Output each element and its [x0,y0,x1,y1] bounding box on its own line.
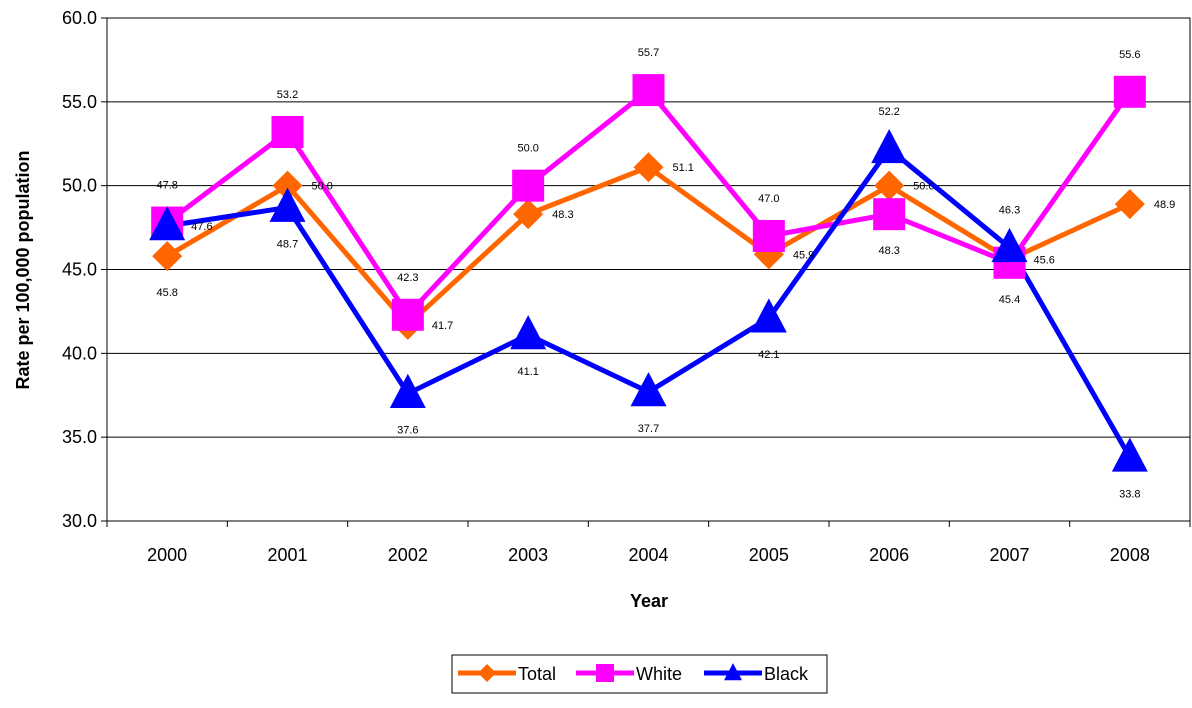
data-label-total: 48.9 [1154,199,1175,211]
data-label-total: 50.0 [913,181,934,193]
x-tick-label: 2007 [989,545,1029,565]
y-tick-label: 55.0 [62,92,97,112]
y-tick-label: 45.0 [62,260,97,280]
data-label-total: 51.1 [673,162,694,174]
data-label-total: 45.9 [793,249,814,261]
x-tick-label: 2000 [147,545,187,565]
legend-items: Total White Black [458,663,809,684]
legend-label-total: Total [518,664,556,684]
data-label-total: 48.3 [552,209,573,221]
data-label-black: 46.3 [999,205,1020,217]
x-tick-label: 2001 [267,545,307,565]
data-label-black: 48.7 [277,238,298,250]
legend-marker-white [596,664,614,682]
marker-total-2001 [272,170,303,201]
marker-black-2002 [389,373,426,408]
marker-black-2007 [991,227,1028,263]
x-axis-ticks: 2000 2001 2002 2003 2004 2005 2006 2007 2008 [106,521,1191,565]
data-label-black: 52.2 [878,106,899,118]
marker-total-2003 [513,199,544,230]
y-tick-label: 40.0 [62,343,97,363]
data-label-white: 55.6 [1119,49,1140,61]
y-tick-label: 35.0 [62,427,97,447]
data-label-total: 45.8 [156,287,177,299]
legend-label-white: White [636,664,682,684]
data-label-black: 47.6 [191,221,212,233]
marker-black-2006 [871,128,908,164]
marker-white-2001 [271,116,304,149]
data-label-white: 47.0 [758,193,779,205]
data-label-black: 37.6 [397,425,418,437]
data-label-white: 48.3 [878,245,899,257]
data-label-black: 33.8 [1119,488,1140,500]
marker-total-2000 [152,241,183,272]
legend-marker-black [724,663,742,681]
data-label-black: 37.7 [638,423,659,435]
x-tick-label: 2003 [508,545,548,565]
marker-total-2008 [1114,189,1145,220]
data-label-black: 41.1 [517,366,538,378]
marker-black-2003 [510,315,547,350]
data-label-white: 47.8 [156,180,177,192]
marker-white-2008 [1113,75,1146,108]
legend-label-black: Black [764,664,809,684]
data-label-white: 55.7 [638,47,659,59]
x-tick-label: 2006 [869,545,909,565]
data-label-black: 42.1 [758,349,779,361]
y-axis-title: Rate per 100,000 population [13,150,33,389]
data-label-white: 50.0 [517,143,538,155]
marker-black-2005 [750,298,787,333]
data-label-total: 50.0 [312,181,333,193]
x-tick-label: 2002 [388,545,428,565]
marker-white-2006 [873,198,906,231]
data-labels: 45.8 50.0 41.7 48.3 51.1 45.9 50.0 45.6 48.9 47.8… [156,47,1175,500]
data-label-white: 53.2 [277,89,298,101]
y-tick-label: 50.0 [62,176,97,196]
x-tick-label: 2004 [628,545,668,565]
data-label-total: 41.7 [432,320,453,332]
marker-total-2006 [874,170,905,201]
marker-white-2004 [632,74,665,107]
series-line-white [165,86,1132,319]
series-line-black [166,145,1133,459]
marker-white-2002 [391,298,424,331]
x-tick-label: 2008 [1110,545,1150,565]
y-axis-ticks: 30.0 35.0 40.0 45.0 50.0 55.0 60.0 [62,8,107,531]
legend-marker-total [478,664,496,682]
y-tick-label: 60.0 [62,8,97,28]
marker-white-2005 [752,219,785,252]
marker-black-2000 [149,206,186,241]
marker-black-2004 [630,372,667,407]
legend: Total White Black [451,654,828,694]
data-label-total: 45.6 [1034,254,1055,266]
series-markers [149,74,1148,472]
x-tick-label: 2005 [749,545,789,565]
marker-black-2001 [269,187,306,222]
marker-black-2008 [1111,437,1148,472]
x-axis-title: Year [630,591,668,611]
y-tick-label: 30.0 [62,511,97,531]
data-label-white: 42.3 [397,272,418,284]
data-label-white: 45.4 [999,294,1020,306]
marker-total-2004 [633,152,664,183]
marker-white-2003 [512,169,545,202]
